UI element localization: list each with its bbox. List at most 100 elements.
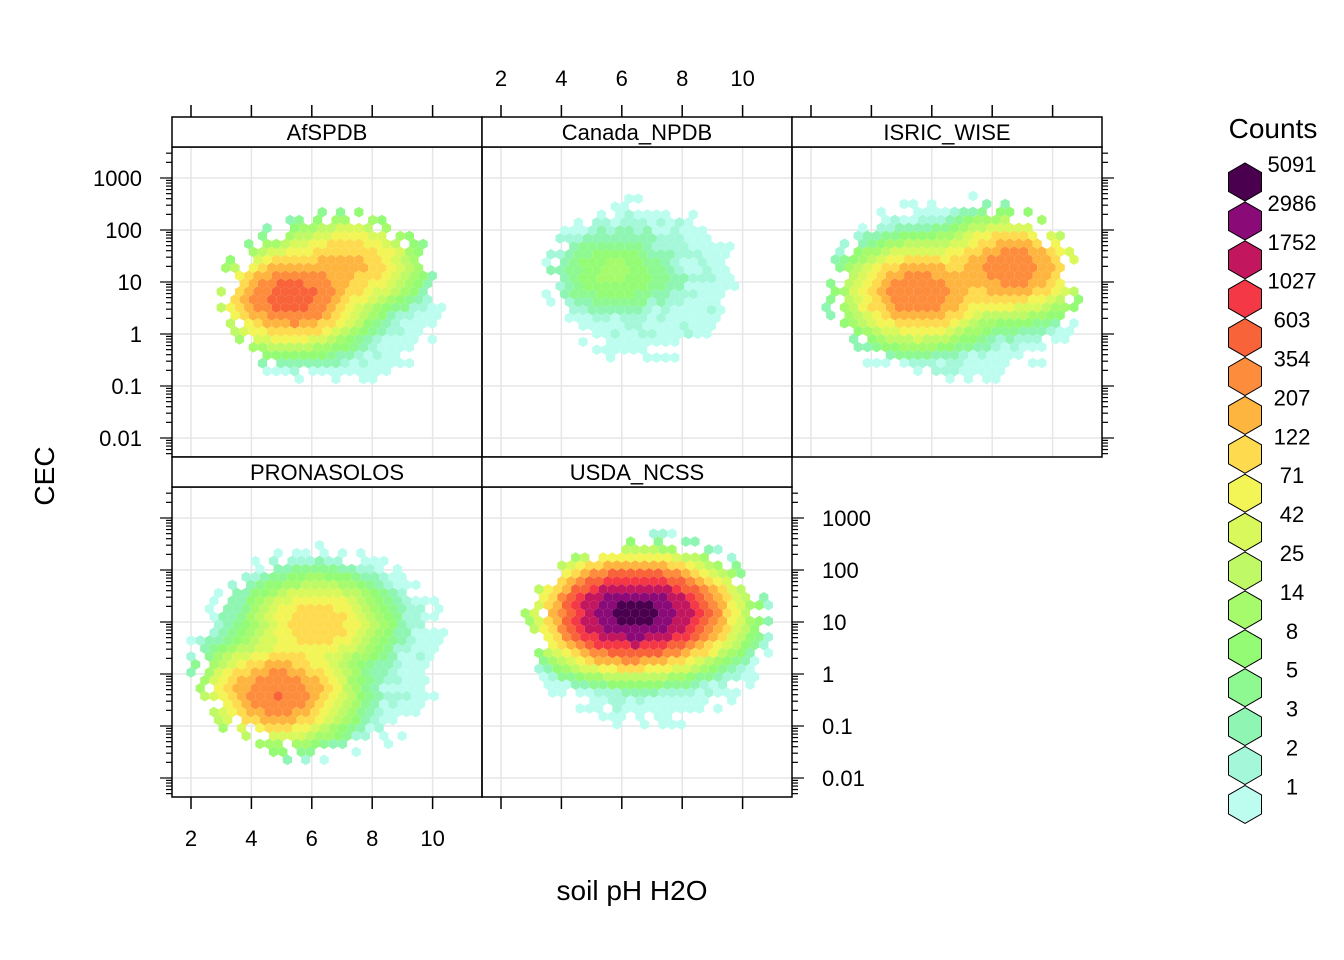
hex-cell [635, 695, 645, 706]
hex-cell [670, 352, 680, 363]
hex-cell [662, 584, 672, 595]
hex-cell [213, 714, 224, 726]
hex-cell [977, 286, 987, 297]
hex-cell [594, 655, 604, 667]
hex-cell [635, 663, 645, 675]
hex-cell [982, 341, 992, 353]
hex-cell [986, 302, 996, 313]
hex-cell [423, 310, 433, 321]
hex-cell [386, 262, 396, 274]
hex-cell [308, 270, 318, 282]
hex-cell [821, 302, 831, 313]
hex-cell [313, 230, 323, 242]
hex-cell [538, 671, 549, 683]
hex-cell [617, 599, 627, 611]
hex-cell [653, 663, 663, 675]
hex-cell [945, 341, 955, 353]
hex-cell [708, 647, 718, 659]
hex-cell [290, 238, 300, 250]
hex-cell [615, 209, 625, 220]
hex-cell [697, 304, 707, 316]
hex-cell [287, 603, 297, 615]
hex-cell [642, 257, 652, 268]
hex-cell [713, 576, 723, 587]
hex-cell [592, 233, 602, 244]
hex-cell [569, 241, 579, 252]
hex-cell [402, 643, 412, 654]
hex-cell [290, 254, 300, 266]
hex-cell [1064, 325, 1074, 337]
y-tick-label: 0.1 [111, 374, 142, 399]
hex-cell [662, 711, 672, 722]
hex-cell [248, 246, 258, 258]
hex-cell [658, 687, 668, 698]
hex-cell [349, 326, 359, 337]
hex-cell [319, 738, 329, 750]
hex-cell [278, 571, 288, 583]
hex-cell [653, 552, 663, 563]
hex-cell [624, 272, 634, 284]
hex-cell [736, 615, 746, 627]
hex-cell [628, 296, 639, 308]
hex-cell [241, 619, 251, 630]
hex-cell [862, 325, 872, 337]
legend-swatch [1228, 240, 1262, 280]
hex-cell [830, 286, 840, 297]
hex-cell [564, 280, 574, 292]
hex-cell [617, 711, 627, 722]
hex-cell [826, 278, 836, 289]
hex-cell [280, 334, 290, 345]
hex-cell [904, 270, 914, 281]
hex-cell [899, 310, 909, 321]
hex-cell [397, 683, 407, 694]
hex-cell [995, 302, 1006, 313]
hex-cell [543, 663, 553, 675]
hex-cell [940, 333, 950, 345]
hex-cell [520, 607, 530, 619]
hex-cell [296, 603, 306, 615]
hex-cell [257, 262, 268, 274]
legend-swatch [1228, 668, 1262, 708]
hex-cell [333, 635, 343, 646]
hex-cell [977, 238, 987, 249]
hex-cell [862, 246, 872, 257]
hex-cell [395, 310, 405, 321]
hex-cell [693, 233, 703, 244]
hex-cell [370, 683, 380, 694]
hex-cell [282, 690, 292, 702]
hex-cell [314, 667, 325, 678]
hex-cell [365, 563, 375, 575]
hex-cell [982, 357, 992, 369]
hex-cell [278, 730, 288, 742]
hex-cell [982, 278, 992, 289]
hex-cell [1051, 238, 1061, 249]
hex-cell [1009, 341, 1019, 353]
hex-cell [575, 576, 585, 587]
hex-cell [872, 325, 882, 337]
hex-cell [383, 675, 393, 686]
hex-cell [702, 264, 712, 276]
hex-cell [867, 302, 877, 313]
hex-cell [257, 342, 268, 353]
hex-cell [351, 635, 361, 646]
hex-cell [333, 571, 343, 583]
hex-cell [619, 217, 629, 228]
hex-cell [354, 350, 364, 361]
hex-cell [314, 619, 325, 630]
hex-cell [727, 599, 737, 611]
hex-cell [402, 611, 412, 622]
hex-cell [280, 270, 290, 282]
hex-cell [310, 706, 320, 718]
hex-cell [534, 663, 544, 675]
y-tick-label: 1000 [93, 166, 142, 191]
hex-cell [213, 635, 224, 646]
hex-cell [727, 663, 737, 675]
hex-cell [271, 286, 281, 297]
hex-cell [936, 278, 946, 289]
hex-cell [340, 326, 350, 337]
hex-cell [649, 655, 659, 667]
hex-cell [324, 714, 334, 726]
hex-cell [619, 280, 629, 292]
hex-cell [273, 738, 283, 750]
hex-cell [995, 222, 1006, 234]
